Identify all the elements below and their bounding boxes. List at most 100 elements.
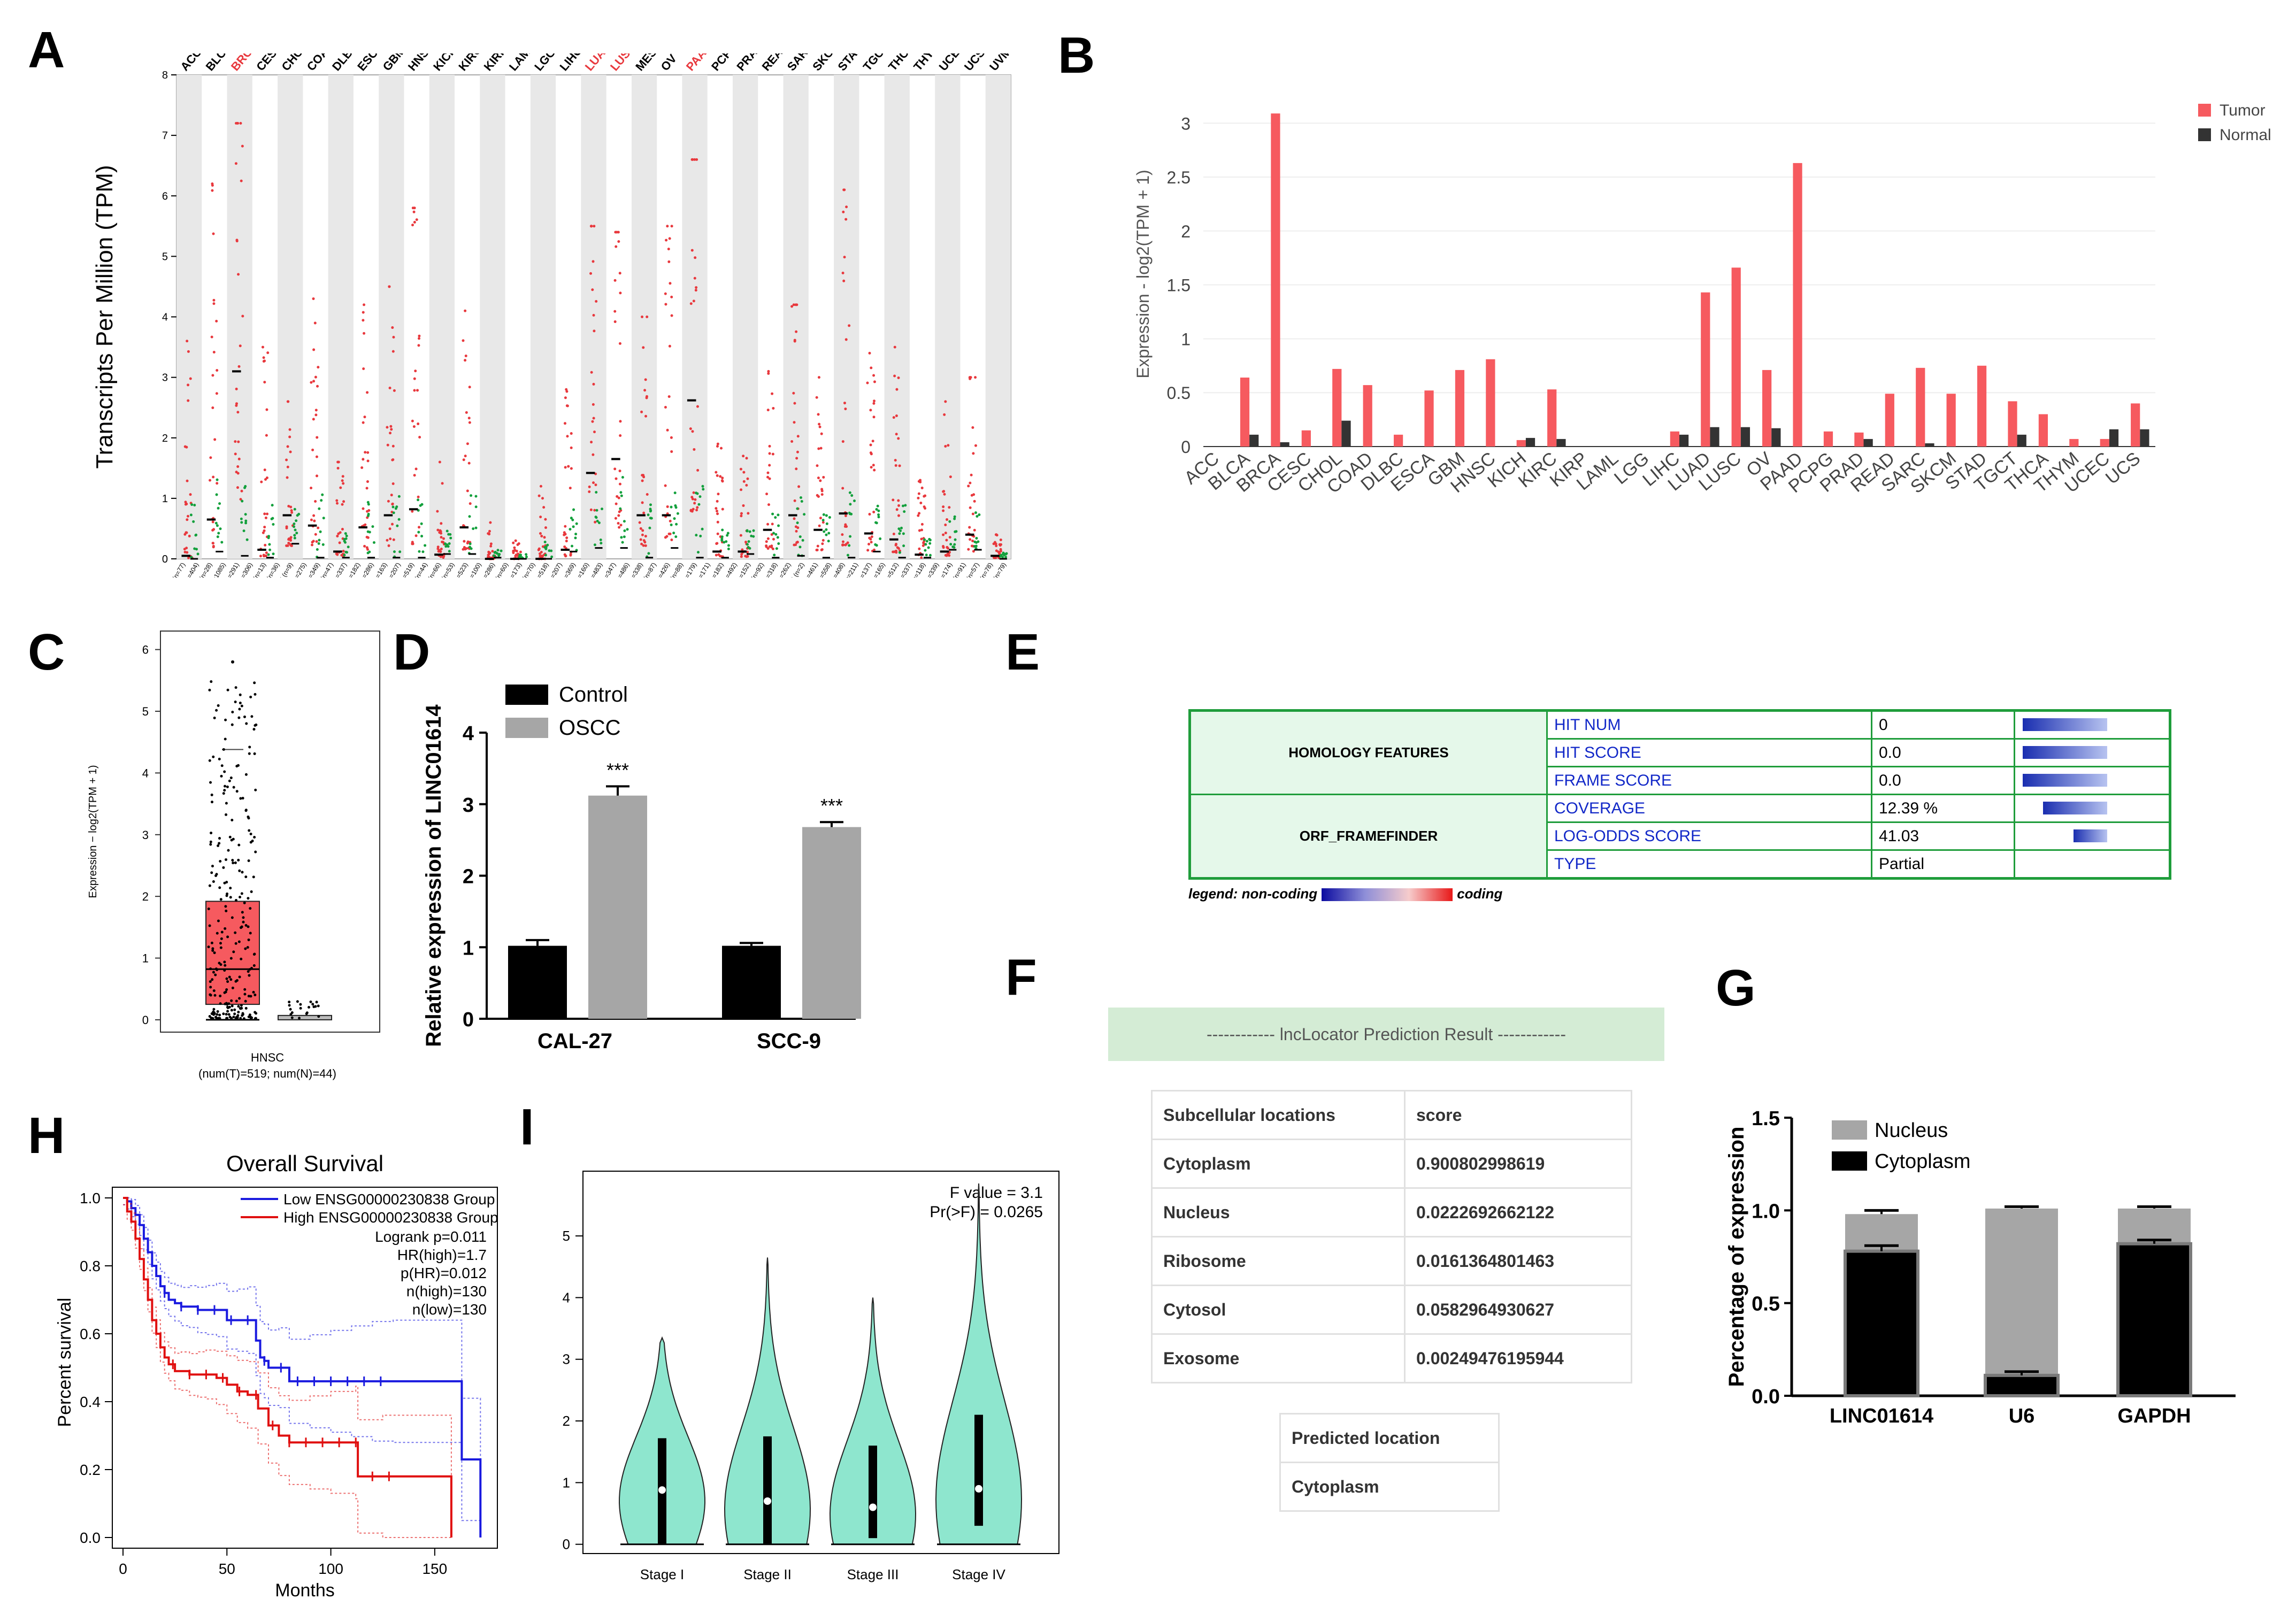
tumor-point [767, 503, 770, 506]
tumor-point [289, 505, 293, 509]
tumor-point [944, 445, 947, 448]
tumor-point [212, 298, 216, 302]
tumor-point [240, 957, 243, 960]
tumor-point [570, 467, 573, 470]
normal-point [776, 536, 779, 539]
tumor-point [252, 990, 255, 994]
tumor-point [897, 504, 901, 507]
normal-point [874, 543, 877, 546]
table-row: Ribosome 0.0161364801463 [1151, 1236, 1632, 1286]
normal-point [295, 532, 298, 535]
normal-point [752, 529, 755, 532]
normal-point [775, 547, 778, 550]
tumor-point [218, 962, 221, 965]
tumor-point [217, 919, 220, 922]
normal-point [311, 1003, 314, 1006]
normal-point [571, 544, 574, 548]
tumor-point [592, 313, 595, 317]
normal-point [875, 508, 878, 511]
tumor-point [693, 276, 696, 280]
tumor-point [564, 466, 567, 469]
tumor-point [997, 551, 1001, 555]
normal-point [927, 546, 930, 549]
tumor-point [616, 495, 619, 498]
tumor-point [772, 406, 775, 410]
normal-point [271, 504, 274, 507]
tumor-point [487, 532, 490, 535]
tumor-point [389, 425, 393, 428]
tumor-point [236, 472, 240, 475]
tumor-point [362, 458, 365, 461]
tumor-point [360, 466, 364, 470]
tumor-point [544, 526, 547, 529]
normal-point [272, 523, 275, 526]
violin-iqr-box [763, 1436, 772, 1544]
tumor-point [239, 701, 242, 704]
normal-point [1004, 552, 1008, 556]
tumor-point [519, 550, 522, 554]
normal-point [1002, 551, 1005, 555]
tumor-point [768, 464, 771, 467]
normal-point [366, 551, 370, 555]
panel-label-f: F [1005, 949, 1037, 1006]
tumor-point [641, 533, 644, 536]
normal-point [421, 550, 425, 554]
tumor-point [212, 232, 215, 235]
violin-median [975, 1485, 982, 1493]
tumor-point [236, 465, 240, 468]
tumor-point [742, 480, 746, 483]
normal-point [619, 507, 622, 510]
tumor-point [563, 553, 566, 556]
x-tick-label: 100 [318, 1560, 343, 1577]
tumor-point [795, 529, 798, 533]
tumor-point [391, 444, 395, 448]
tumor-point [210, 335, 213, 339]
normal-point [649, 503, 652, 506]
coding-legend: legend: non-coding coding [1188, 886, 1502, 902]
panel-label-h: H [28, 1107, 65, 1164]
tumor-point [487, 550, 490, 554]
tumor-point [463, 540, 466, 543]
tumor-point [715, 510, 718, 513]
tumor-point [289, 544, 293, 547]
tumor-point [615, 502, 618, 505]
normal-point [596, 519, 599, 522]
tumor-point [187, 556, 190, 559]
tumor-point [944, 523, 947, 526]
tumor-point [867, 543, 871, 546]
tumor-point [210, 1016, 213, 1019]
tumor-point [918, 547, 921, 550]
tumor-point [262, 360, 265, 363]
tumor-point [491, 550, 494, 553]
normal-point [595, 509, 598, 512]
tumor-point [224, 1002, 227, 1005]
y-tick-label: 4 [142, 766, 149, 780]
tumor-point [765, 544, 768, 548]
bar [2069, 439, 2079, 447]
tumor-point [259, 555, 262, 558]
tumor-point [339, 486, 342, 489]
y-axis-label: Expression - log2(TPM + 1) [1133, 170, 1153, 378]
tumor-point [260, 480, 263, 483]
y-axis-label: Transcripts Per Million (TPM) [91, 165, 118, 469]
tumor-point [417, 495, 420, 498]
tumor-point [464, 455, 467, 458]
tumor-point [539, 485, 542, 488]
chart-title: Overall Survival [226, 1151, 383, 1176]
tumor-point [247, 859, 250, 862]
tumor-point [619, 420, 622, 423]
tumor-point [617, 496, 620, 499]
normal-point [875, 521, 878, 525]
tumor-point [391, 482, 395, 486]
tumor-point [696, 506, 699, 509]
y-axis-label: Percentage of expression [1725, 1127, 1748, 1387]
bar [1301, 430, 1311, 447]
tumor-point [230, 839, 233, 842]
tumor-point [417, 344, 420, 347]
normal-point [571, 518, 574, 521]
bar [1977, 365, 1987, 447]
normal-point [294, 528, 297, 532]
panel-label-i: I [520, 1098, 534, 1156]
tumor-point [692, 508, 695, 511]
tumor-point [967, 548, 970, 551]
